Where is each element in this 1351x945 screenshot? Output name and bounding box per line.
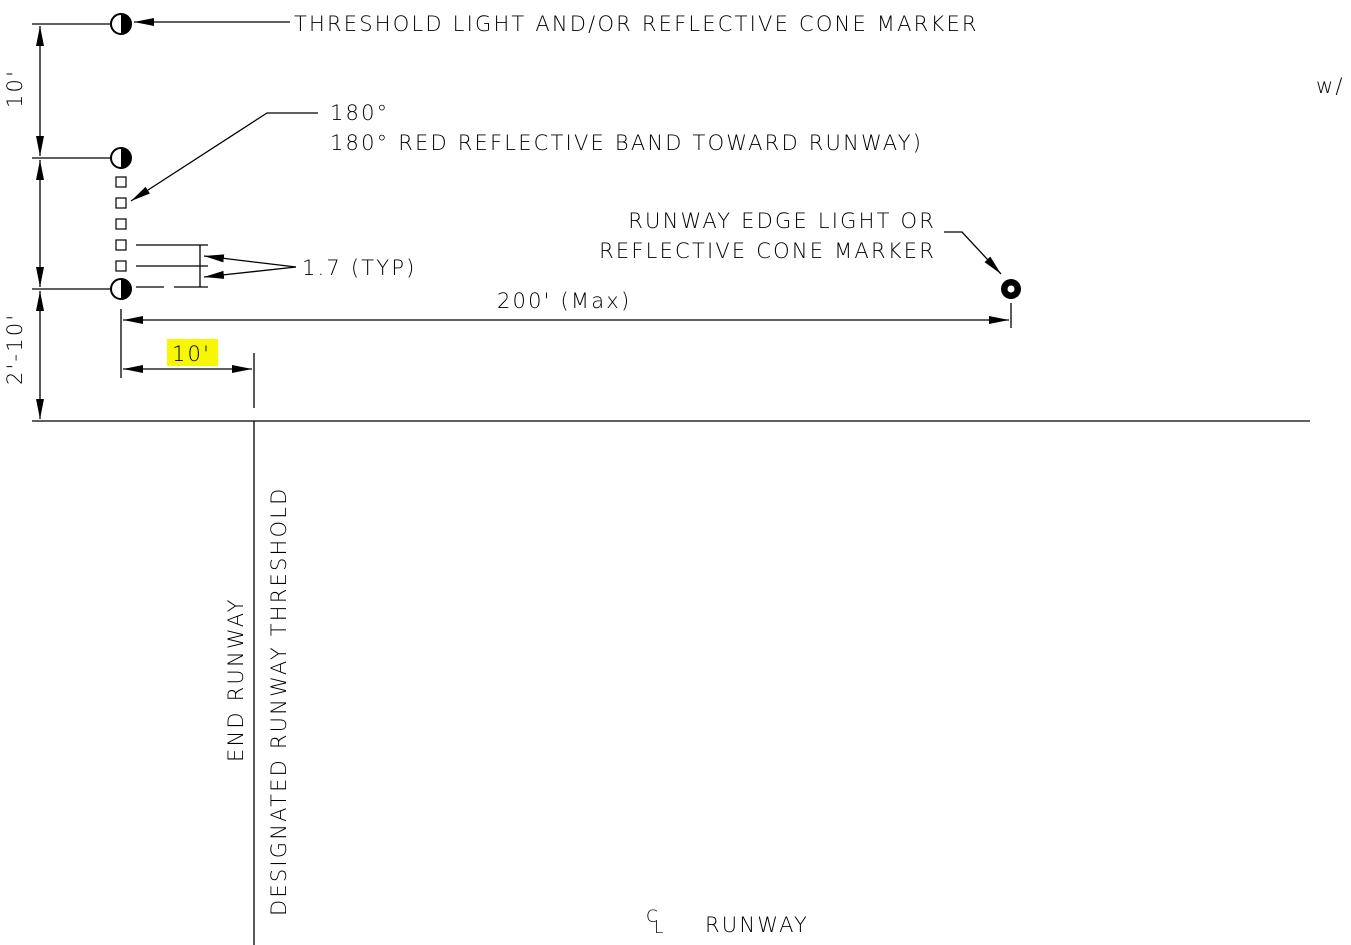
red-band-leader: [130, 112, 318, 202]
edge-light-label-line1: RUNWAY EDGE LIGHT OR: [628, 209, 936, 233]
svg-text:C: C: [646, 907, 658, 927]
red-band-label: 180° RED REFLECTIVE BAND TOWARD RUNWAY): [330, 131, 923, 155]
centerline-icon: CL C L: [646, 907, 663, 938]
threshold-light-label: THRESHOLD LIGHT AND/OR REFLECTIVE CONE M…: [294, 12, 979, 36]
designated-threshold-label: DESIGNATED RUNWAY THRESHOLD: [267, 486, 291, 916]
end-runway-label: END RUNWAY: [224, 597, 248, 762]
square-marker-icon: [115, 260, 127, 272]
dim-10-highlight: [167, 339, 218, 366]
runway-label: RUNWAY: [705, 913, 809, 937]
square-marker-icon: [115, 239, 127, 251]
w-slash-label: w/: [1316, 74, 1345, 98]
edge-light-leader: [944, 231, 1002, 275]
threshold-light-icon: [110, 147, 132, 169]
dim-10-vertical-label: 10': [3, 69, 27, 108]
threshold-light-icon: [110, 278, 132, 300]
spacing-leader-2: [203, 266, 297, 279]
spacing-leader-1: [203, 254, 297, 268]
dim-200-max-label: 200' (Max): [497, 289, 631, 313]
square-marker-icon: [115, 218, 127, 230]
dim-2-10-label: 2'-10': [3, 313, 27, 385]
spacing-typ-label: 1.7 (TYP): [302, 256, 417, 280]
square-marker-icon: [115, 176, 127, 188]
runway-edge-light-icon: [1001, 279, 1021, 299]
square-marker-icon: [115, 197, 127, 209]
dim-10-highlighted-label: 10': [172, 342, 211, 366]
threshold-light-icon: [110, 13, 132, 35]
angle-top-label: 180°: [330, 101, 389, 125]
edge-light-label-line2: REFLECTIVE CONE MARKER: [599, 239, 936, 263]
svg-text:L: L: [654, 918, 663, 938]
